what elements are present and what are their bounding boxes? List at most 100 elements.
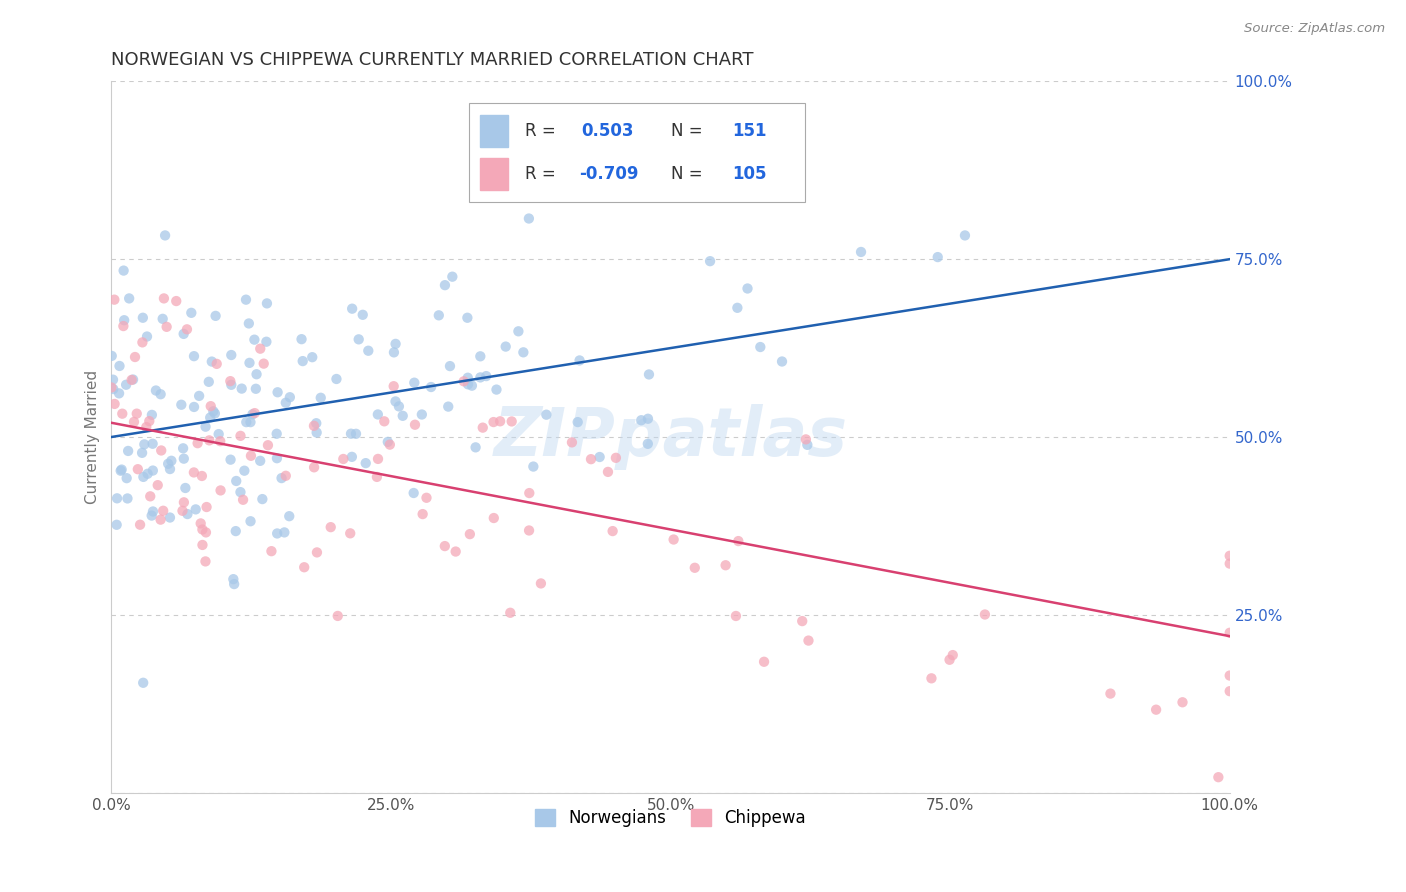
Text: ZIPpatlas: ZIPpatlas	[494, 404, 848, 470]
Point	[630, 413, 652, 427]
Point	[191, 469, 214, 483]
Point	[404, 376, 426, 390]
Point	[115, 377, 138, 392]
Point	[209, 434, 232, 449]
Point	[332, 452, 354, 467]
Point	[596, 465, 619, 479]
Point	[974, 607, 997, 622]
Point	[135, 420, 157, 434]
Point	[153, 292, 176, 306]
Point	[319, 520, 342, 534]
Point	[522, 459, 544, 474]
Point	[1219, 625, 1241, 640]
Point	[160, 454, 183, 468]
Point	[347, 332, 370, 346]
Y-axis label: Currently Married: Currently Married	[86, 370, 100, 504]
Point	[461, 378, 484, 392]
Point	[239, 415, 262, 429]
Point	[305, 416, 328, 430]
Point	[149, 513, 172, 527]
Point	[176, 507, 198, 521]
Point	[325, 372, 347, 386]
Point	[458, 527, 481, 541]
Point	[354, 456, 377, 470]
Point	[184, 502, 207, 516]
Point	[340, 450, 363, 464]
Point	[204, 309, 226, 323]
Point	[637, 411, 659, 425]
Point	[112, 263, 135, 277]
Point	[232, 492, 254, 507]
Point	[1219, 557, 1241, 571]
Point	[470, 349, 492, 363]
Text: 0.503: 0.503	[581, 122, 634, 140]
Point	[105, 491, 128, 506]
Point	[388, 400, 411, 414]
Point	[402, 486, 425, 500]
Point	[412, 507, 434, 521]
Text: R =: R =	[526, 165, 555, 183]
Point	[183, 400, 205, 414]
Point	[209, 483, 232, 498]
Point	[1208, 770, 1230, 784]
Point	[637, 437, 659, 451]
Point	[142, 436, 165, 450]
Point	[530, 576, 553, 591]
Point	[278, 390, 301, 404]
Text: N =: N =	[671, 165, 702, 183]
Point	[194, 419, 217, 434]
Point	[302, 418, 325, 433]
Point	[260, 544, 283, 558]
Point	[188, 389, 211, 403]
Point	[384, 394, 406, 409]
Point	[273, 525, 295, 540]
Point	[517, 486, 540, 500]
Point	[724, 609, 747, 624]
Point	[437, 400, 460, 414]
Point	[266, 426, 288, 441]
Point	[953, 228, 976, 243]
Point	[1219, 549, 1241, 563]
Point	[373, 414, 395, 428]
Point	[377, 434, 399, 449]
Point	[278, 509, 301, 524]
Point	[146, 478, 169, 492]
Point	[129, 517, 152, 532]
Point	[274, 468, 297, 483]
Point	[770, 354, 793, 368]
Point	[471, 420, 494, 434]
Point	[938, 653, 960, 667]
Point	[301, 350, 323, 364]
Point	[441, 269, 464, 284]
Point	[249, 454, 271, 468]
Point	[122, 415, 145, 429]
Point	[439, 359, 461, 373]
Point	[489, 414, 512, 428]
Point	[1099, 687, 1122, 701]
Point	[266, 385, 288, 400]
Legend: Norwegians, Chippewa: Norwegians, Chippewa	[529, 803, 813, 834]
Point	[699, 254, 721, 268]
Point	[796, 438, 818, 452]
Point	[579, 452, 602, 467]
Point	[1171, 695, 1194, 709]
Point	[111, 462, 134, 476]
Point	[495, 340, 517, 354]
Point	[309, 391, 332, 405]
Point	[150, 443, 173, 458]
Point	[194, 525, 217, 540]
Point	[326, 609, 349, 624]
Point	[204, 407, 226, 421]
Point	[145, 384, 167, 398]
Point	[444, 544, 467, 558]
Point	[245, 368, 267, 382]
Point	[920, 671, 942, 685]
Point	[159, 462, 181, 476]
Point	[239, 449, 262, 463]
Point	[191, 538, 214, 552]
Point	[132, 470, 155, 484]
Point	[112, 319, 135, 334]
Point	[191, 523, 214, 537]
Point	[274, 395, 297, 409]
Point	[222, 572, 245, 586]
